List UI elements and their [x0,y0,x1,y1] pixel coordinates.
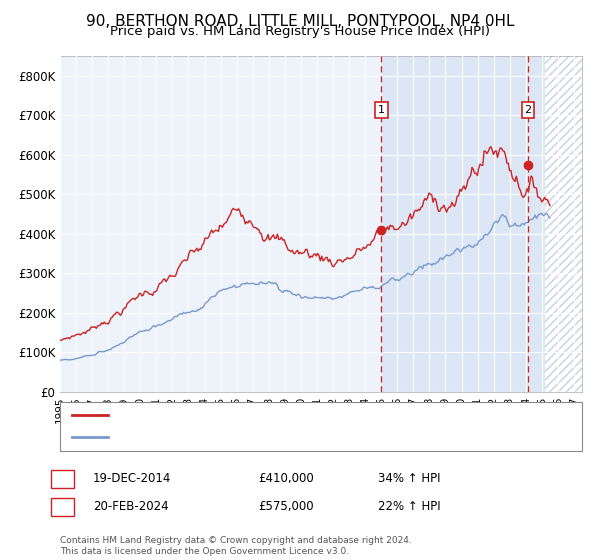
Text: HPI: Average price, detached house, Monmouthshire: HPI: Average price, detached house, Monm… [114,432,388,442]
Text: 1: 1 [59,474,66,484]
Text: £575,000: £575,000 [258,500,314,514]
Text: 90, BERTHON ROAD, LITTLE MILL, PONTYPOOL, NP4 0HL: 90, BERTHON ROAD, LITTLE MILL, PONTYPOOL… [86,14,514,29]
Text: 20-FEB-2024: 20-FEB-2024 [93,500,169,514]
Text: Price paid vs. HM Land Registry's House Price Index (HPI): Price paid vs. HM Land Registry's House … [110,25,490,38]
Text: 1: 1 [378,105,385,115]
Text: 34% ↑ HPI: 34% ↑ HPI [378,472,440,486]
Text: 2: 2 [524,105,532,115]
Bar [545,56,582,392]
Text: 90, BERTHON ROAD, LITTLE MILL, PONTYPOOL, NP4 0HL (detached house): 90, BERTHON ROAD, LITTLE MILL, PONTYPOOL… [114,410,499,420]
Text: 22% ↑ HPI: 22% ↑ HPI [378,500,440,514]
Text: £410,000: £410,000 [258,472,314,486]
Text: 19-DEC-2014: 19-DEC-2014 [93,472,172,486]
Text: 2: 2 [59,502,66,512]
Text: Contains HM Land Registry data © Crown copyright and database right 2024.
This d: Contains HM Land Registry data © Crown c… [60,536,412,556]
Bar [381,56,545,392]
